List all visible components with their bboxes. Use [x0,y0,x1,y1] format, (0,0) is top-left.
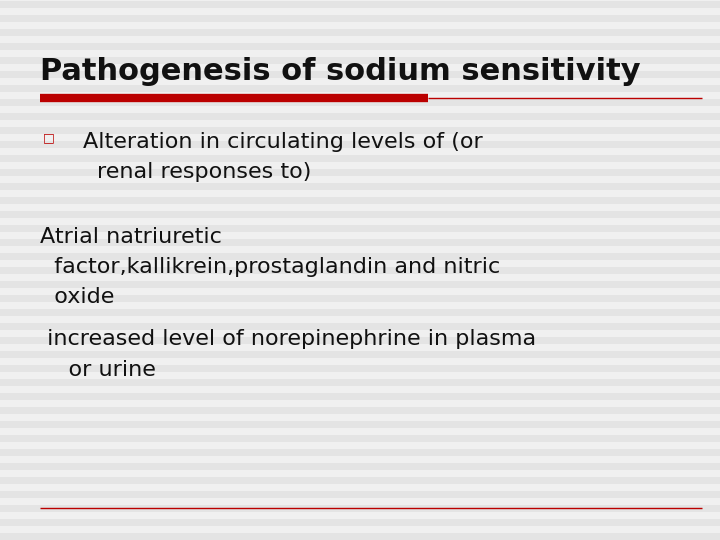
Bar [0,393,720,400]
Bar [0,141,720,148]
Bar [0,400,720,407]
Text: factor,kallikrein,prostaglandin and nitric: factor,kallikrein,prostaglandin and nitr… [40,257,500,277]
Bar [0,470,720,477]
Bar [0,533,720,540]
Bar [0,57,720,64]
Bar [0,113,720,120]
Bar [0,435,720,442]
Bar [0,36,720,43]
Text: increased level of norepinephrine in plasma: increased level of norepinephrine in pla… [40,329,536,349]
Bar [0,29,720,36]
Bar [0,155,720,162]
Bar [0,239,720,246]
Bar [0,526,720,533]
Bar [0,71,720,78]
Bar [0,176,720,183]
Bar [0,92,720,99]
Bar [0,442,720,449]
Text: □: □ [43,131,55,144]
Bar [0,246,720,253]
Bar [0,288,720,295]
Text: Alteration in circulating levels of (or: Alteration in circulating levels of (or [83,132,482,152]
Bar [0,120,720,127]
Bar [0,183,720,190]
Bar [0,50,720,57]
Bar [0,386,720,393]
Bar [0,323,720,330]
Bar [0,498,720,505]
Bar [0,344,720,351]
Bar [0,260,720,267]
Bar [0,407,720,414]
Bar [0,8,720,15]
Bar [0,281,720,288]
Text: or urine: or urine [40,360,156,380]
Bar [0,428,720,435]
Bar [0,519,720,526]
Bar [0,85,720,92]
Bar [0,414,720,421]
Bar [0,211,720,218]
Bar [0,372,720,379]
Bar [0,22,720,29]
Bar [0,253,720,260]
Bar [0,365,720,372]
Text: oxide: oxide [40,287,114,307]
Bar [0,1,720,8]
Bar [0,64,720,71]
Bar [0,225,720,232]
Bar [0,351,720,358]
Bar [0,78,720,85]
Text: Pathogenesis of sodium sensitivity: Pathogenesis of sodium sensitivity [40,57,640,86]
Bar [0,449,720,456]
Bar [0,316,720,323]
Bar [0,99,720,106]
Bar [0,0,720,1]
Bar [0,309,720,316]
Bar [0,134,720,141]
Bar [0,169,720,176]
Bar [0,218,720,225]
Bar [0,197,720,204]
Bar [0,512,720,519]
Bar [0,463,720,470]
Bar [0,302,720,309]
Bar [0,127,720,134]
Bar [0,204,720,211]
Bar [0,456,720,463]
Text: renal responses to): renal responses to) [97,162,312,182]
Bar [0,295,720,302]
Bar [0,274,720,281]
Bar [0,190,720,197]
Bar [0,421,720,428]
Bar [0,267,720,274]
Bar [0,491,720,498]
Bar [0,106,720,113]
Bar [0,337,720,344]
Bar [0,484,720,491]
Bar [0,330,720,337]
Bar [0,379,720,386]
Bar [0,43,720,50]
Bar [0,15,720,22]
Bar [0,148,720,155]
Bar [0,477,720,484]
Bar [0,232,720,239]
Bar [0,505,720,512]
Bar [0,162,720,169]
Text: Atrial natriuretic: Atrial natriuretic [40,227,222,247]
Bar [0,358,720,365]
